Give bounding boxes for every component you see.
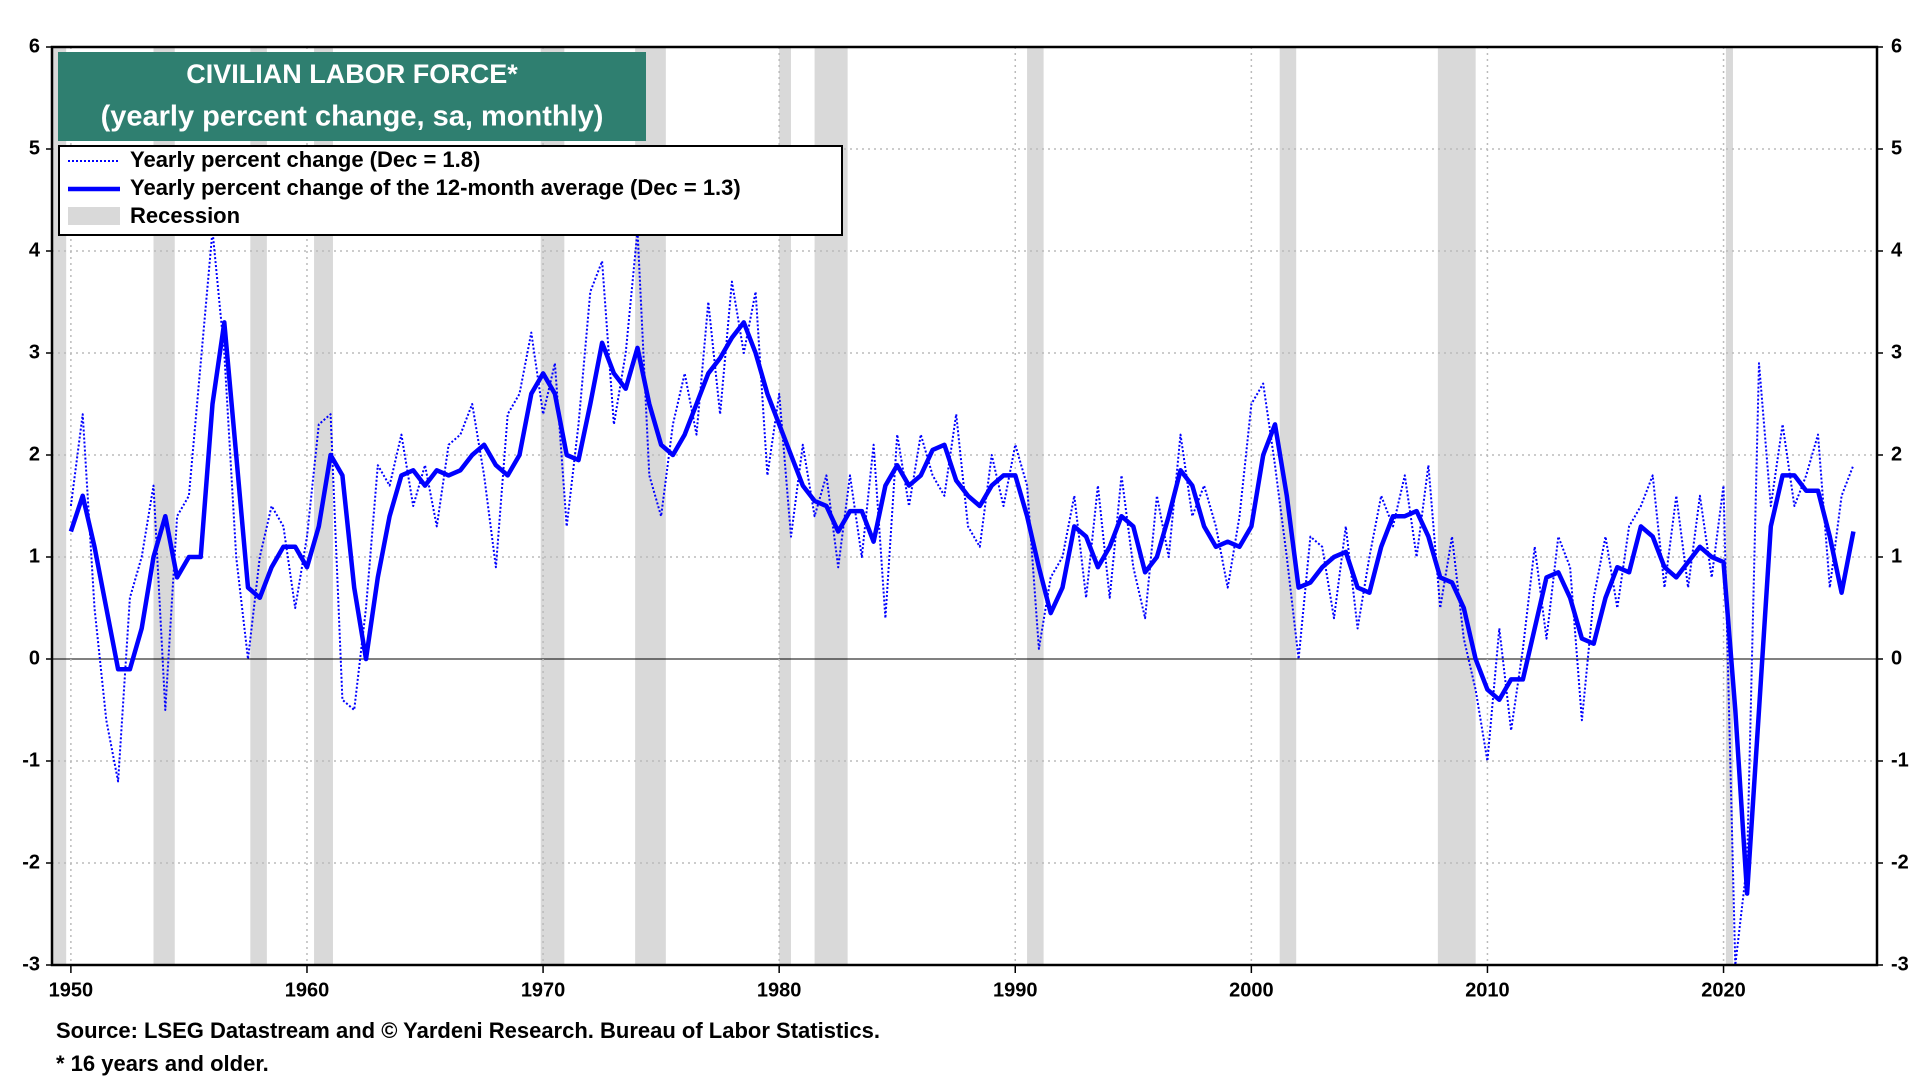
y-tick-label: 5 xyxy=(29,137,40,159)
source: Source: LSEG Datastream and © Yardeni Re… xyxy=(56,1018,880,1043)
recession-band xyxy=(1725,47,1733,965)
y2-tick-label: 4 xyxy=(1891,239,1903,261)
recession-band xyxy=(250,47,267,965)
y2-tick-label: -1 xyxy=(1891,749,1909,771)
x-tick-label: 1960 xyxy=(285,979,330,1001)
y-tick-label: 2 xyxy=(29,443,40,465)
recession-band xyxy=(1437,47,1476,965)
y2-tick-label: -3 xyxy=(1891,953,1909,975)
x-tick-label: 1950 xyxy=(49,979,94,1001)
chart-title: (yearly percent change, sa, monthly) xyxy=(101,101,604,133)
note: * 16 years and older. xyxy=(56,1051,269,1076)
dotted-line xyxy=(69,229,1855,965)
y2-tick-label: -2 xyxy=(1891,851,1909,873)
recession-band xyxy=(52,47,67,965)
y-tick-label: -1 xyxy=(22,749,40,771)
recession-band xyxy=(1027,47,1044,965)
legend-label: Yearly percent change of the 12-month av… xyxy=(130,175,741,200)
recession-band xyxy=(540,47,565,965)
y2-tick-label: 2 xyxy=(1891,443,1902,465)
recession-band xyxy=(779,47,791,965)
y-tick-label: -3 xyxy=(22,953,40,975)
y-tick-label: 6 xyxy=(29,35,40,57)
x-tick-label: 2000 xyxy=(1229,979,1274,1001)
y2-tick-label: 6 xyxy=(1891,35,1902,57)
legend-swatch xyxy=(68,207,120,225)
x-tick-label: 2010 xyxy=(1465,979,1510,1001)
x-tick-label: 1980 xyxy=(757,979,802,1001)
x-tick-label: 1990 xyxy=(993,979,1038,1001)
chart-title: CIVILIAN LABOR FORCE* xyxy=(186,59,518,89)
y-tick-label: -2 xyxy=(22,851,40,873)
series-group xyxy=(68,229,1856,965)
y-tick-label: 1 xyxy=(29,545,40,567)
x-tick-label: 1970 xyxy=(521,979,566,1001)
solid-line xyxy=(68,320,1856,896)
y-tick-label: 0 xyxy=(29,647,40,669)
y2-tick-label: 1 xyxy=(1891,545,1902,567)
y2-tick-label: 3 xyxy=(1891,341,1902,363)
y-tick-label: 3 xyxy=(29,341,40,363)
recession-band xyxy=(153,47,175,965)
legend-box xyxy=(58,145,843,236)
y2-tick-label: 5 xyxy=(1891,137,1902,159)
y-tick-label: 4 xyxy=(29,239,41,261)
y2-tick-label: 0 xyxy=(1891,647,1902,669)
x-tick-label: 2020 xyxy=(1701,979,1746,1001)
plot-frame xyxy=(50,45,1879,967)
title-box xyxy=(58,52,646,141)
legend-label: Recession xyxy=(130,203,240,228)
legend-label: Yearly percent change (Dec = 1.8) xyxy=(130,147,480,172)
